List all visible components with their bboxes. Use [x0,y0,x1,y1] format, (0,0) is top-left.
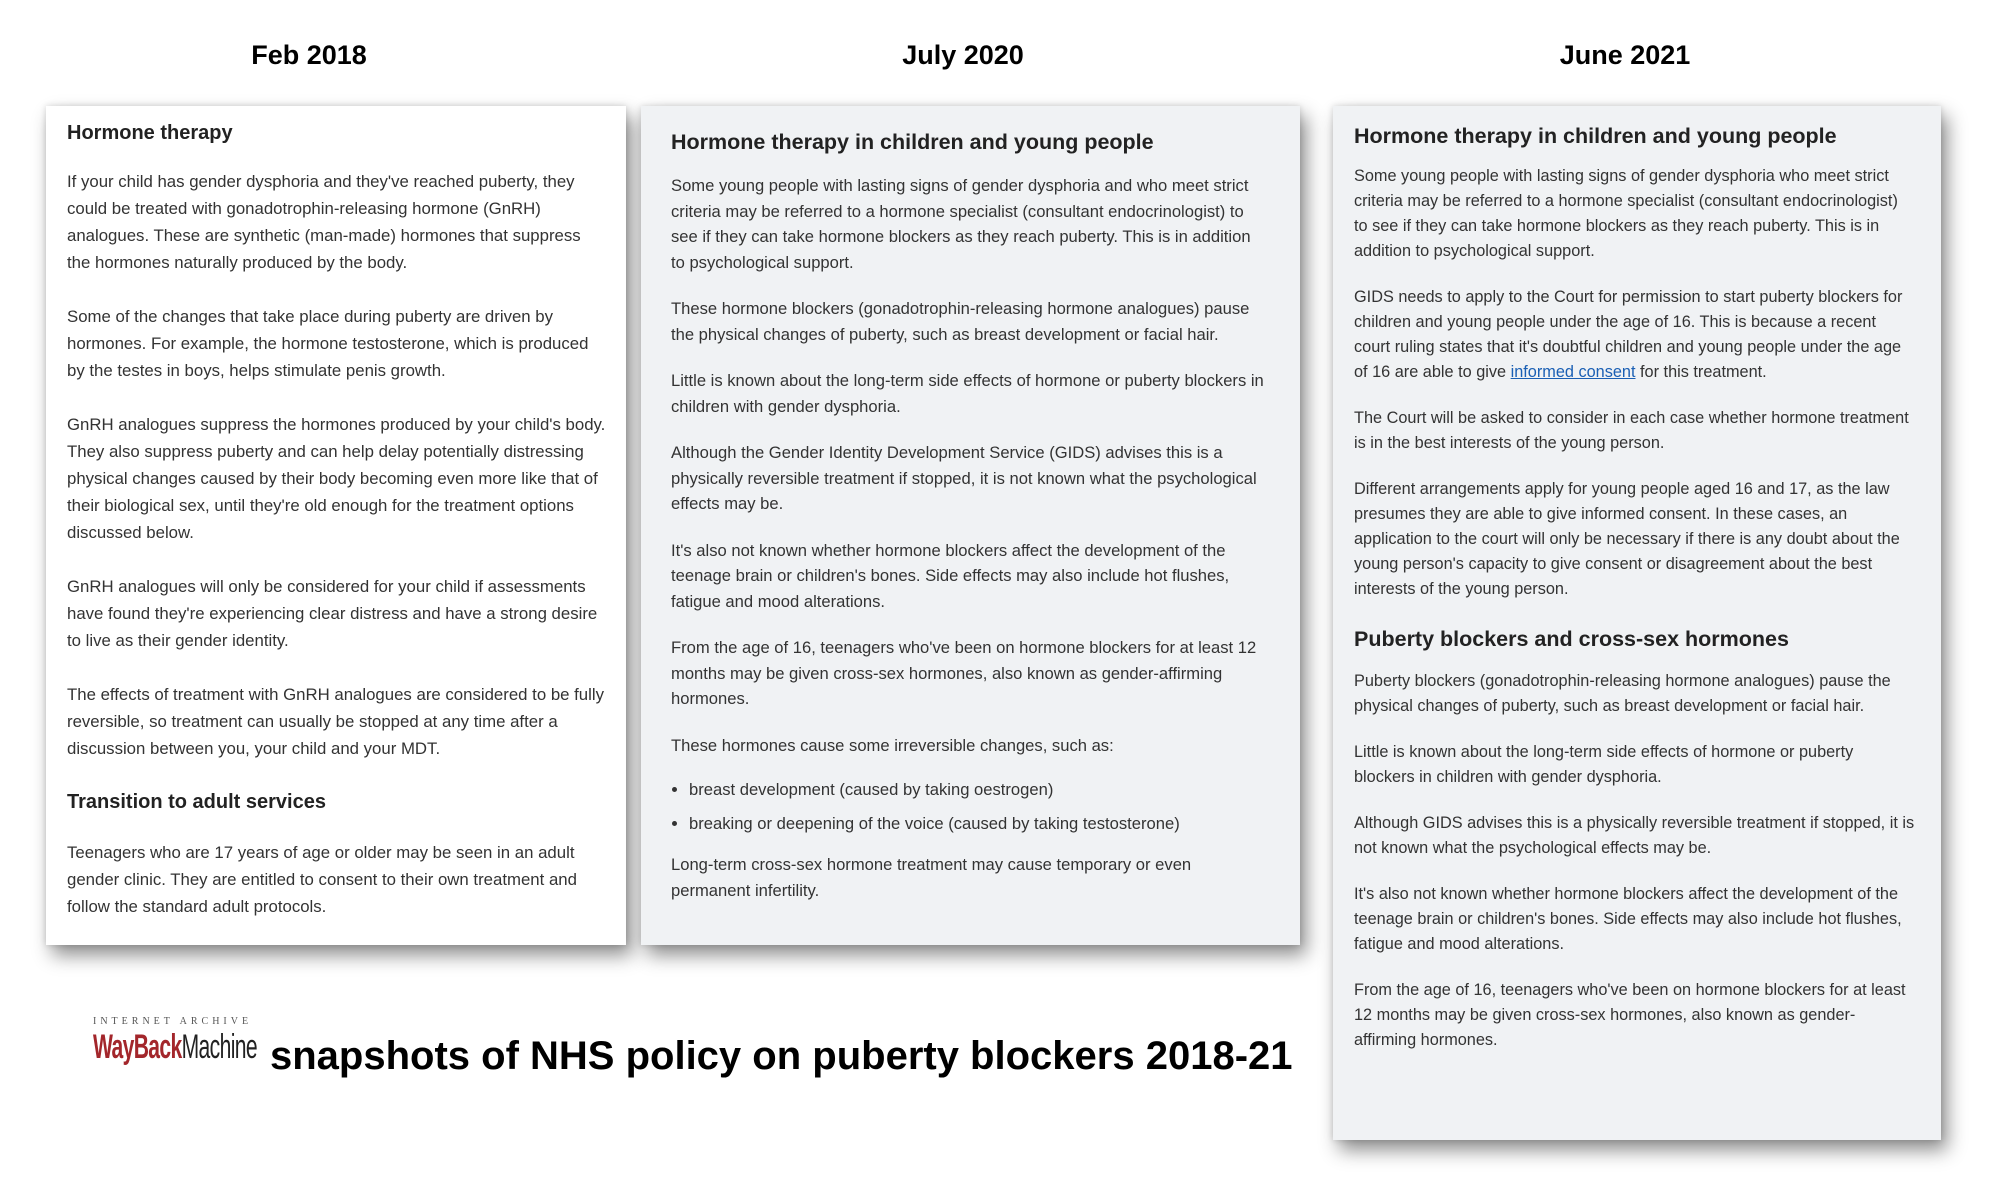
wayback-machine-logo: INTERNET ARCHIVE WayBackMachine [93,1016,258,1076]
paragraph: Some of the changes that take place duri… [67,307,589,380]
paragraph: The Court will be asked to consider in e… [1354,409,1909,452]
paragraph: Long-term cross-sex hormone treatment ma… [671,855,1192,900]
logo-wayback-text: WayBack [93,1028,182,1066]
paragraph: Little is known about the long-term side… [1354,743,1854,786]
paragraph: From the age of 16, teenagers who've bee… [1354,981,1906,1049]
paragraph: It's also not known whether hormone bloc… [1354,885,1902,953]
paragraph: These hormones cause some irreversible c… [671,735,1114,755]
snapshot-panel-2018: Hormone therapy If your child has gender… [46,106,626,945]
logo-wordmark: WayBackMachine [93,1027,258,1067]
paragraph: Although GIDS advises this is a physical… [1354,814,1915,857]
paragraph: Although the Gender Identity Development… [671,443,1257,513]
paragraph: Puberty blockers (gonadotrophin-releasin… [1354,672,1891,715]
snapshot-panel-2021: Hormone therapy in children and young pe… [1333,106,1941,1140]
panel-heading: Hormone therapy in children and young pe… [1354,124,1837,148]
paragraph: From the age of 16, teenagers who've bee… [671,638,1257,708]
paragraph: Little is known about the long-term side… [671,371,1264,416]
paragraph: Some young people with lasting signs of … [1354,167,1898,260]
paragraph: GIDS needs to apply to the Court for per… [1354,285,1915,385]
paragraph: If your child has gender dysphoria and t… [67,172,581,272]
panel-heading: Hormone therapy in children and young pe… [671,130,1154,154]
logo-machine-text: Machine [181,1028,258,1066]
paragraph: The effects of treatment with GnRH analo… [67,685,604,758]
caption: snapshots of NHS policy on puberty block… [270,1034,1293,1078]
bullet-item: breast development (caused by taking oes… [689,777,1266,803]
text: GIDS needs to apply to the Court for per… [1354,288,1903,381]
paragraph: GnRH analogues suppress the hormones pro… [67,415,606,542]
snapshot-date-2020: July 2020 [902,40,1024,70]
panel-subheading: Puberty blockers and cross-sex hormones [1354,627,1789,651]
panel-heading: Hormone therapy [67,122,233,144]
snapshot-date-2018: Feb 2018 [251,40,367,70]
paragraph: Some young people with lasting signs of … [671,176,1251,272]
informed-consent-link[interactable]: informed consent [1510,363,1636,381]
paragraph: Teenagers who are 17 years of age or old… [67,843,577,916]
panel-subheading: Transition to adult services [67,791,326,813]
text: for this treatment. [1635,363,1767,381]
bullet-item: breaking or deepening of the voice (caus… [689,811,1266,837]
paragraph: These hormone blockers (gonadotrophin-re… [671,299,1250,344]
paragraph: Different arrangements apply for young p… [1354,480,1900,598]
paragraph: GnRH analogues will only be considered f… [67,577,598,650]
logo-internet-archive-text: INTERNET ARCHIVE [93,1016,253,1027]
bullet-list: breast development (caused by taking oes… [671,777,1266,836]
paragraph: It's also not known whether hormone bloc… [671,540,1230,611]
snapshot-panel-2020: Hormone therapy in children and young pe… [641,106,1300,945]
snapshot-date-2021: June 2021 [1559,40,1691,70]
